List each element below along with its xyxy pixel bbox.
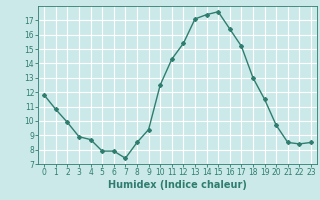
X-axis label: Humidex (Indice chaleur): Humidex (Indice chaleur) — [108, 180, 247, 190]
